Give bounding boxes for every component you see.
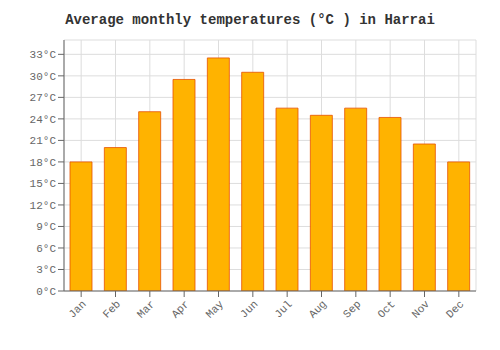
svg-text:0°C: 0°C	[36, 286, 56, 298]
svg-text:3°C: 3°C	[36, 264, 56, 276]
svg-text:21°C: 21°C	[30, 135, 57, 147]
svg-text:Sep: Sep	[341, 298, 363, 320]
svg-text:24°C: 24°C	[30, 114, 57, 126]
svg-text:Dec: Dec	[444, 298, 466, 320]
svg-text:Mar: Mar	[135, 298, 157, 320]
svg-text:May: May	[204, 298, 227, 321]
svg-text:Jan: Jan	[66, 298, 88, 320]
svg-text:Jul: Jul	[272, 298, 294, 320]
svg-text:Feb: Feb	[101, 298, 123, 320]
svg-text:6°C: 6°C	[36, 243, 56, 255]
svg-text:9°C: 9°C	[36, 221, 56, 233]
svg-text:Oct: Oct	[375, 298, 397, 320]
svg-text:12°C: 12°C	[30, 200, 57, 212]
svg-text:15°C: 15°C	[30, 178, 57, 190]
svg-text:Jun: Jun	[238, 298, 260, 320]
svg-text:27°C: 27°C	[30, 92, 57, 104]
svg-text:18°C: 18°C	[30, 157, 57, 169]
html-text:Average monthly temperatures (: Average monthly temperatures (°C ) in Ha…	[65, 12, 435, 28]
svg-text:33°C: 33°C	[30, 49, 57, 61]
svg-text:Nov: Nov	[410, 298, 433, 321]
svg-text:Aug: Aug	[307, 298, 329, 320]
svg-text:Apr: Apr	[169, 298, 191, 320]
svg-text:30°C: 30°C	[30, 71, 57, 83]
